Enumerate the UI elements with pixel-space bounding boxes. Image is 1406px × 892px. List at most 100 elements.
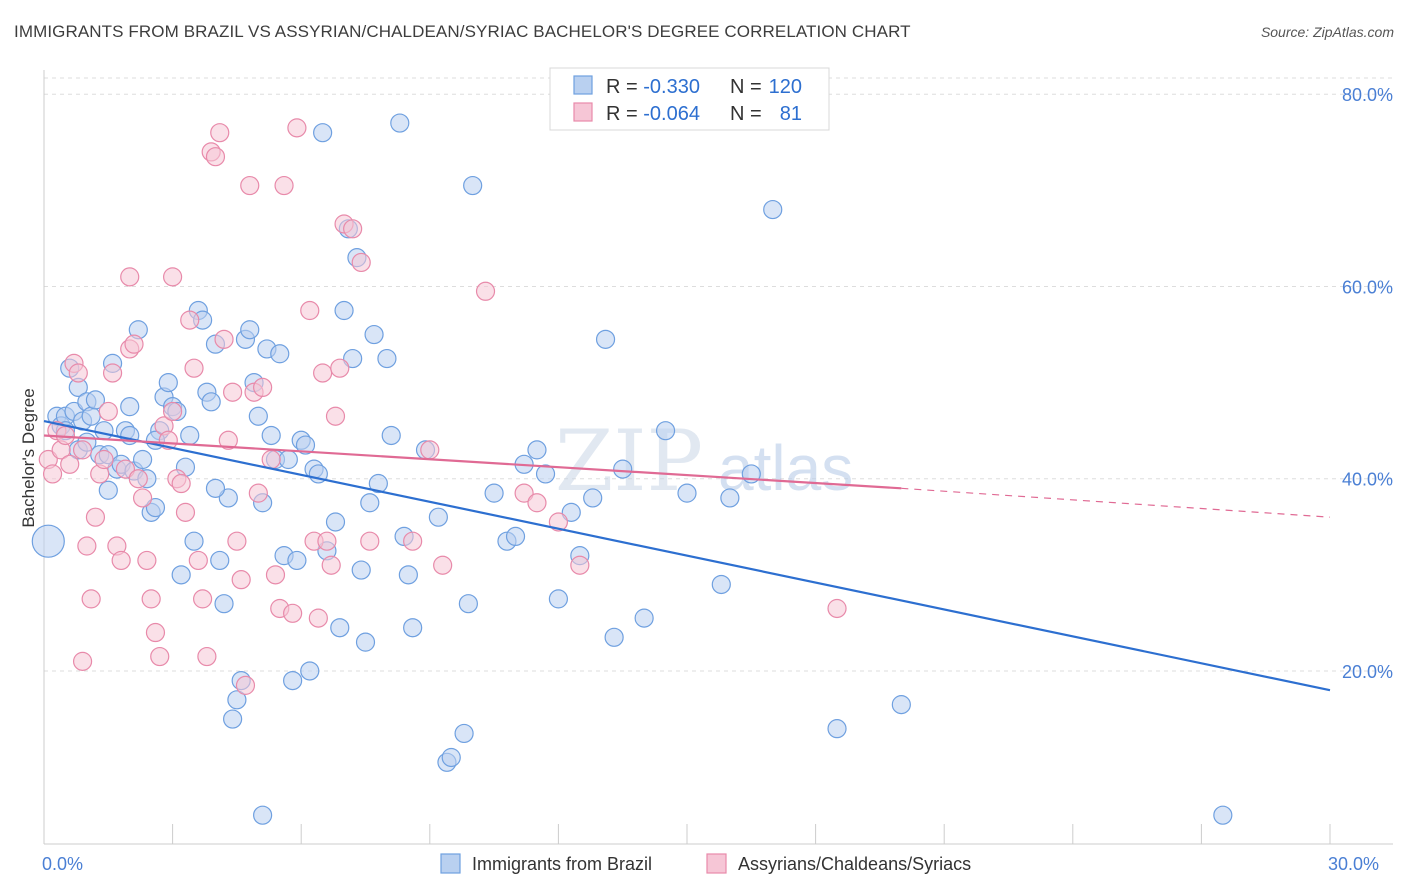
point-brazil-10 <box>81 406 101 426</box>
legend-n-label-2: N = <box>730 103 762 125</box>
bottom-legend: Immigrants from Brazil Assyrians/Chaldea… <box>440 853 971 874</box>
y-tick-label-1: 40.0% <box>1342 470 1393 490</box>
chart-title: IMMIGRANTS FROM BRAZIL VS ASSYRIAN/CHALD… <box>14 22 911 41</box>
point-brazil-97 <box>595 329 616 349</box>
point-brazil-117 <box>205 478 226 498</box>
bottom-legend-swatch-brazil <box>440 853 461 874</box>
point-assyrian-36 <box>193 589 213 609</box>
point-brazil-84 <box>454 723 474 744</box>
point-assyrian-61 <box>317 531 337 551</box>
point-brazil-43 <box>227 690 247 710</box>
point-brazil-32 <box>180 425 200 446</box>
point-assyrian-72 <box>475 281 496 301</box>
y-tick-label-2: 60.0% <box>1342 277 1393 297</box>
point-assyrian-20 <box>124 334 144 354</box>
point-assyrian-7 <box>68 363 88 383</box>
point-brazil-87 <box>484 483 504 503</box>
point-brazil-25 <box>145 497 166 518</box>
point-brazil-39 <box>210 550 230 571</box>
point-brazil-86 <box>463 175 483 196</box>
bottom-legend-label-assyrian: Assyrians/Chaldeans/Syriacs <box>738 854 971 874</box>
point-assyrian-18 <box>115 459 136 479</box>
point-brazil-78 <box>398 565 418 585</box>
y-tick-label-0: 20.0% <box>1342 662 1393 682</box>
point-assyrian-5 <box>60 454 80 474</box>
bottom-legend-label-brazil: Immigrants from Brazil <box>472 854 652 874</box>
point-brazil-0 <box>31 524 65 558</box>
point-brazil-119 <box>351 560 371 580</box>
point-assyrian-52 <box>265 565 286 585</box>
point-assyrian-14 <box>98 401 118 422</box>
point-assyrian-71 <box>433 555 453 575</box>
point-assyrian-41 <box>214 329 234 349</box>
legend-n-value-1: 120 <box>769 76 802 98</box>
point-brazil-64 <box>325 512 346 532</box>
watermark-atlas: atlas <box>718 432 853 504</box>
point-assyrian-35 <box>188 550 208 571</box>
point-assyrian-11 <box>85 507 106 527</box>
point-assyrian-67 <box>351 252 371 273</box>
point-assyrian-62 <box>321 555 341 575</box>
point-brazil-71 <box>360 493 380 513</box>
point-assyrian-51 <box>261 449 281 470</box>
source-credit: Source: ZipAtlas.com <box>1260 24 1394 40</box>
y-axis-label: Bachelor's Degree <box>19 388 38 527</box>
point-brazil-28 <box>158 373 178 393</box>
point-assyrian-74 <box>527 493 547 513</box>
point-brazil-48 <box>248 406 268 426</box>
point-assyrian-17 <box>111 550 131 571</box>
point-brazil-73 <box>368 473 388 494</box>
point-assyrian-31 <box>171 473 191 494</box>
series-assyrian-points <box>38 118 847 695</box>
trend-lines <box>43 419 1331 692</box>
point-assyrian-63 <box>325 406 346 426</box>
trend-line-assyrian <box>43 434 902 490</box>
point-assyrian-29 <box>163 401 183 422</box>
point-brazil-79 <box>403 618 423 638</box>
point-brazil-83 <box>441 747 461 768</box>
point-brazil-85 <box>458 594 478 614</box>
point-assyrian-28 <box>158 430 178 450</box>
point-brazil-40 <box>214 594 234 614</box>
legend-r-label-2: R = <box>606 103 643 125</box>
legend-r-value-1: -0.330 <box>643 76 700 98</box>
trend-line-assyrian-extension <box>901 487 1331 518</box>
point-brazil-92 <box>535 464 556 484</box>
point-assyrian-79 <box>120 267 140 287</box>
point-assyrian-70 <box>420 440 440 460</box>
point-assyrian-68 <box>360 531 380 551</box>
y-tick-label-3: 80.0% <box>1342 85 1393 105</box>
point-assyrian-66 <box>343 219 363 239</box>
point-brazil-94 <box>561 502 581 522</box>
point-assyrian-37 <box>197 646 217 667</box>
point-assyrian-32 <box>175 502 196 522</box>
point-brazil-93 <box>548 589 569 609</box>
point-assyrian-55 <box>283 603 303 623</box>
point-brazil-101 <box>655 421 676 441</box>
point-brazil-108 <box>891 695 911 715</box>
point-brazil-13 <box>94 421 114 441</box>
point-assyrian-39 <box>205 147 226 167</box>
point-brazil-100 <box>634 608 654 628</box>
point-brazil-106 <box>763 199 783 220</box>
point-assyrian-76 <box>570 555 590 575</box>
y-tick-labels: 20.0% 40.0% 60.0% 80.0% <box>1342 85 1393 682</box>
legend-n-label-1: N = <box>730 76 762 98</box>
point-assyrian-24 <box>141 589 161 609</box>
point-brazil-55 <box>278 449 298 470</box>
point-brazil-53 <box>270 344 290 364</box>
point-assyrian-21 <box>128 469 148 489</box>
point-assyrian-49 <box>248 483 268 503</box>
svg-text:R = -0.330: R = -0.330 <box>606 76 700 98</box>
point-brazil-81 <box>428 507 448 527</box>
point-brazil-37 <box>201 392 221 412</box>
point-brazil-51 <box>261 425 281 446</box>
point-brazil-11 <box>85 390 106 410</box>
point-brazil-74 <box>377 348 397 369</box>
point-assyrian-57 <box>300 300 320 321</box>
svg-text:R = -0.064: R = -0.064 <box>606 103 700 125</box>
point-brazil-31 <box>171 565 191 585</box>
legend-n-value-2: 81 <box>780 103 802 125</box>
point-assyrian-50 <box>253 377 273 398</box>
